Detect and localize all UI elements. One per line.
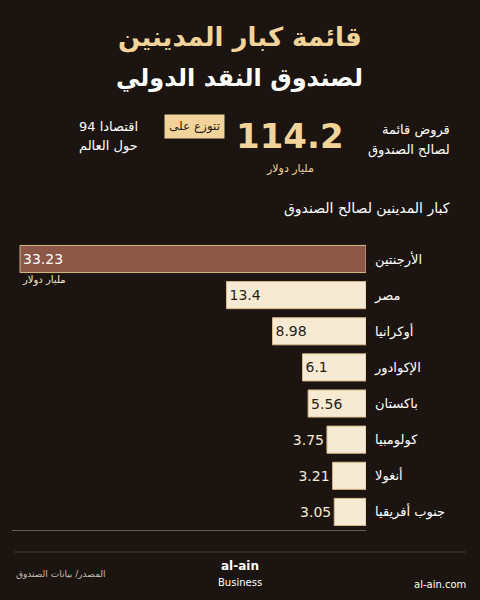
svg-text:94 اقتصادا: 94 اقتصادا [79,119,138,134]
svg-text:5.56: 5.56 [311,396,342,412]
svg-text:باكستان: باكستان [375,396,418,411]
svg-text:3.05: 3.05 [300,504,331,520]
svg-text:لصالح الصندوق: لصالح الصندوق [368,142,450,158]
svg-text:كولومبيا: كولومبيا [375,432,418,448]
svg-text:حول العالم: حول العالم [79,138,138,154]
svg-text:قائمة كبار المدينين: قائمة كبار المدينين [118,22,362,53]
svg-text:3.21: 3.21 [298,468,329,484]
svg-text:al-ain.com: al-ain.com [414,579,466,590]
svg-text:6.1: 6.1 [305,359,327,375]
svg-text:مليار دولار: مليار دولار [22,274,66,286]
svg-text:al-ain: al-ain [221,559,259,573]
svg-text:مصر: مصر [374,288,400,304]
svg-text:المصدر/ بيانات الصندوق: المصدر/ بيانات الصندوق [16,569,106,579]
svg-text:114.2: 114.2 [236,116,344,156]
svg-text:Business: Business [218,577,262,588]
svg-text:لصندوق النقد الدولي: لصندوق النقد الدولي [116,64,363,92]
svg-text:3.75: 3.75 [293,432,324,448]
svg-text:الأرجنتين: الأرجنتين [375,251,422,268]
svg-text:أوكرانيا: أوكرانيا [375,323,413,340]
svg-text:أنغولا: أنغولا [375,467,403,484]
svg-text:13.4: 13.4 [229,287,260,303]
svg-text:33.23: 33.23 [23,251,63,267]
svg-text:الإكوادور: الإكوادور [374,360,421,376]
svg-text:تتوزع على: تتوزع على [169,119,220,134]
svg-text:كبار المدينين لصالح الصندوق: كبار المدينين لصالح الصندوق [284,200,450,217]
svg-text:مليار دولار: مليار دولار [266,162,314,175]
svg-text:8.98: 8.98 [276,323,307,339]
svg-text:قروض قائمة: قروض قائمة [382,122,450,138]
svg-text:جنوب أفريقيا: جنوب أفريقيا [375,503,445,520]
